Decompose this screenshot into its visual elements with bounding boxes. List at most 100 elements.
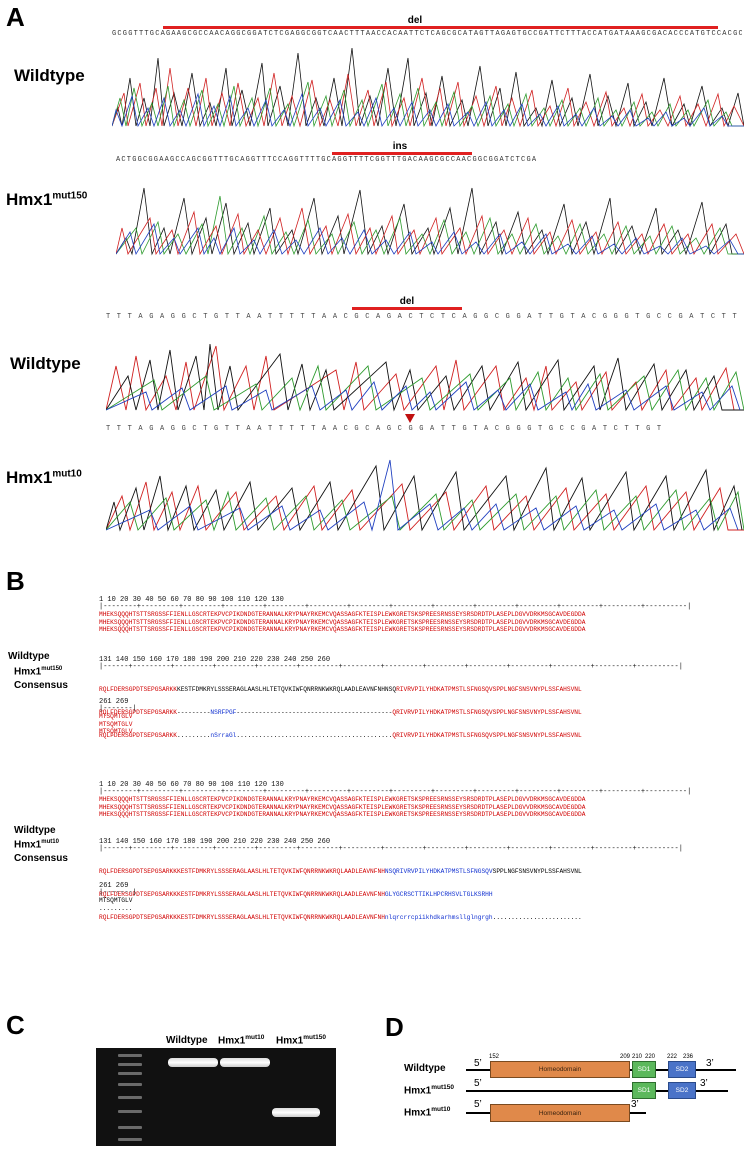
gene-line-2 xyxy=(466,1090,728,1092)
deletion-bar-1 xyxy=(163,26,718,29)
sequence-ladder-4: T T T A G A G G C T G T T A A T T T T T … xyxy=(106,425,663,433)
three-prime-1: 3’ xyxy=(706,1058,714,1069)
del-label-1: del xyxy=(407,15,423,26)
aln2-r3c: ......... xyxy=(99,904,133,912)
aln2-block1: MHEKSQQQHTSTTSRGSSFFIENLLGSCRTEKPVCPIKDN… xyxy=(99,796,585,819)
ruler-1b-ticks: |------+---------+---------+---------+--… xyxy=(99,663,683,671)
ladder-band xyxy=(118,1126,142,1129)
ruler-2b: 131 140 150 160 170 180 190 200 210 220 … xyxy=(99,838,331,846)
aln1-r2a: RQLFDERSGPDTSEPGSARKKKESTFDMKRYLSSSERAGL… xyxy=(99,686,582,694)
aln1-r3a: MTSQMTGLV xyxy=(99,713,133,720)
aln2-r1c: MHEKSQQQHTSTTSRGSSFFIENLLGSCRTEKPVCPIKDN… xyxy=(99,811,586,819)
sd1-box-2: SD1 xyxy=(632,1082,656,1099)
aln1-r1c: MHEKSQQQHTSTTSRGSSFFIENLLGSCRTEKPVCPIKDN… xyxy=(99,626,586,634)
aln1-r1b: MHEKSQQQHTSTTSRGSSFFIENLLGSCRTEKPVCPIKDN… xyxy=(99,618,586,626)
five-prime-1: 5’ xyxy=(474,1058,482,1069)
aln2-r1a: MHEKSQQQHTSTTSRGSSFFIENLLGSCRTEKPVCPIKDN… xyxy=(99,796,586,803)
aln1-wt-label: Wildtype xyxy=(8,651,50,662)
aln1-block3: MTSQMTGLV MTSQMTGLV MTSQMTGLV xyxy=(99,713,132,736)
five-prime-2: 5’ xyxy=(474,1078,482,1089)
band-mut150 xyxy=(272,1108,320,1117)
sd2-box-1: SD2 xyxy=(668,1061,696,1078)
pos-222: 222 xyxy=(667,1054,678,1060)
ruler-2c: 261 269 xyxy=(99,882,129,890)
aln1-r3b: MTSQMTGLV xyxy=(99,720,133,728)
panel-d-letter: D xyxy=(385,1012,404,1042)
deletion-arrowhead xyxy=(405,414,415,423)
pos-220: 220 xyxy=(645,1054,656,1060)
ladder-band xyxy=(118,1096,142,1099)
wildtype-label-2: Wildtype xyxy=(10,354,81,373)
ladder-band xyxy=(118,1083,142,1086)
panel-a-letter: A xyxy=(6,2,25,32)
panel-b-letter: B xyxy=(6,566,25,596)
aln1-r2c: RQLFDERSGPDTSEPGSARKK.........nSrraGl...… xyxy=(99,731,582,739)
pos-210: 210 xyxy=(632,1054,643,1060)
wildtype-label-1: Wildtype xyxy=(14,66,85,85)
pos-236: 236 xyxy=(683,1054,694,1060)
ladder-band xyxy=(118,1063,142,1066)
aln1-cons-label: Consensus xyxy=(14,680,68,691)
aln2-r2b: RQLFDERSGPDTSEPGSARKKKESTFDMKRYLSSSERAGL… xyxy=(99,890,493,898)
ruler-1c-ticks: |-------| xyxy=(99,705,137,713)
chromatogram-wt-1 xyxy=(112,47,744,128)
aln2-cons-label: Consensus xyxy=(14,853,68,864)
ruler-2a-ticks: |--------+---------+---------+---------+… xyxy=(99,788,692,796)
agarose-gel xyxy=(96,1048,336,1146)
ruler-1a-ticks: |--------+---------+---------+---------+… xyxy=(99,603,692,611)
five-prime-3: 5’ xyxy=(474,1099,482,1110)
deletion-bar-2 xyxy=(352,307,462,310)
aln2-r3a: MTSQMTGLV xyxy=(99,897,133,904)
del-label-2: del xyxy=(399,296,415,307)
lane-label-mut10: Hmx1mut10 xyxy=(218,1034,265,1047)
aln1-block2: RQLFDERSGPDTSEPGSARKKKESTFDMKRYLSSSERAGL… xyxy=(99,671,582,747)
aln2-r2a: RQLFDERSGPDTSEPGSARKKKESTFDMKRYLSSSERAGL… xyxy=(99,868,582,876)
ladder-band xyxy=(118,1072,142,1075)
pos-209: 209 xyxy=(620,1054,631,1060)
ruler-2c-ticks: |-------| xyxy=(99,889,137,897)
ins-label: ins xyxy=(392,141,408,152)
chromatogram-mut150 xyxy=(116,187,744,256)
sequence-ladder-2: ACTGGCGGAAGCCAGCGGTTTGCAGGTTTCCAGGTTTTGC… xyxy=(116,156,538,164)
chromatogram-mut10 xyxy=(106,459,744,532)
aln1-mut-label: Hmx1mut150 xyxy=(14,666,63,678)
aln1-r3c: MTSQMTGLV xyxy=(99,728,133,736)
aln1-r2b: RQLFDERSGPDTSEPGSARKK---------NSRFPGF---… xyxy=(99,708,582,716)
chromatogram-wt-2 xyxy=(106,343,744,412)
band-wildtype xyxy=(168,1058,218,1067)
aln1-block1: MHEKSQQQHTSTTSRGSSFFIENLLGSCRTEKPVCPIKDN… xyxy=(99,611,585,634)
domain-row-label-mut10: Hmx1mut10 xyxy=(404,1106,451,1119)
aln1-r1a: MHEKSQQQHTSTTSRGSSFFIENLLGSCRTEKPVCPIKDN… xyxy=(99,611,586,618)
hmx1-mut10-label: Hmx1mut10 xyxy=(6,468,82,487)
homeodomain-box-1: Homeodomain xyxy=(490,1061,630,1078)
domain-row-label-wildtype: Wildtype xyxy=(404,1063,446,1074)
domain-row-label-mut150: Hmx1mut150 xyxy=(404,1084,455,1097)
lane-label-mut150: Hmx1mut150 xyxy=(276,1034,327,1047)
aln2-wt-label: Wildtype xyxy=(14,825,56,836)
band-mut10 xyxy=(220,1058,270,1067)
aln2-mut-label: Hmx1mut10 xyxy=(14,839,59,851)
ruler-1b: 131 140 150 160 170 180 190 200 210 220 … xyxy=(99,656,331,664)
sd2-box-2: SD2 xyxy=(668,1082,696,1099)
panel-c-letter: C xyxy=(6,1010,25,1040)
homeodomain-box-3: Homeodomain xyxy=(490,1104,630,1122)
ruler-2a: 1 10 20 30 40 50 60 70 80 90 100 110 120… xyxy=(99,781,284,789)
ladder-band xyxy=(118,1054,142,1057)
sequence-ladder-1: GCGGTTTGCAGAAGCGCCAACAGGCGGATCTCGAGGCGGT… xyxy=(112,30,742,38)
ladder-band xyxy=(118,1138,142,1141)
sd1-box-1: SD1 xyxy=(632,1061,656,1078)
insertion-bar xyxy=(332,152,472,155)
lane-label-wildtype: Wildtype xyxy=(166,1035,208,1046)
ruler-1c: 261 269 xyxy=(99,698,129,706)
hmx1-mut150-label: Hmx1mut150 xyxy=(6,190,88,209)
ladder-band xyxy=(118,1110,142,1113)
pos-152: 152 xyxy=(489,1054,500,1060)
sequence-ladder-3: T T T A G A G G C T G T T A A T T T T T … xyxy=(106,313,742,321)
aln2-block2: RQLFDERSGPDTSEPGSARKKKESTFDMKRYLSSSERAGL… xyxy=(99,853,582,929)
ruler-1a: 1 10 20 30 40 50 60 70 80 90 100 110 120… xyxy=(99,596,284,604)
three-prime-3: 3’ xyxy=(631,1099,639,1110)
aln2-block3: MTSQMTGLV......... xyxy=(99,897,132,912)
ruler-2b-ticks: |------+---------+---------+---------+--… xyxy=(99,845,683,853)
aln2-r2c: RQLFDERSGPDTSEPGSARKKKESTFDMKRYLSSSERAGL… xyxy=(99,913,582,921)
three-prime-2: 3’ xyxy=(700,1078,708,1089)
